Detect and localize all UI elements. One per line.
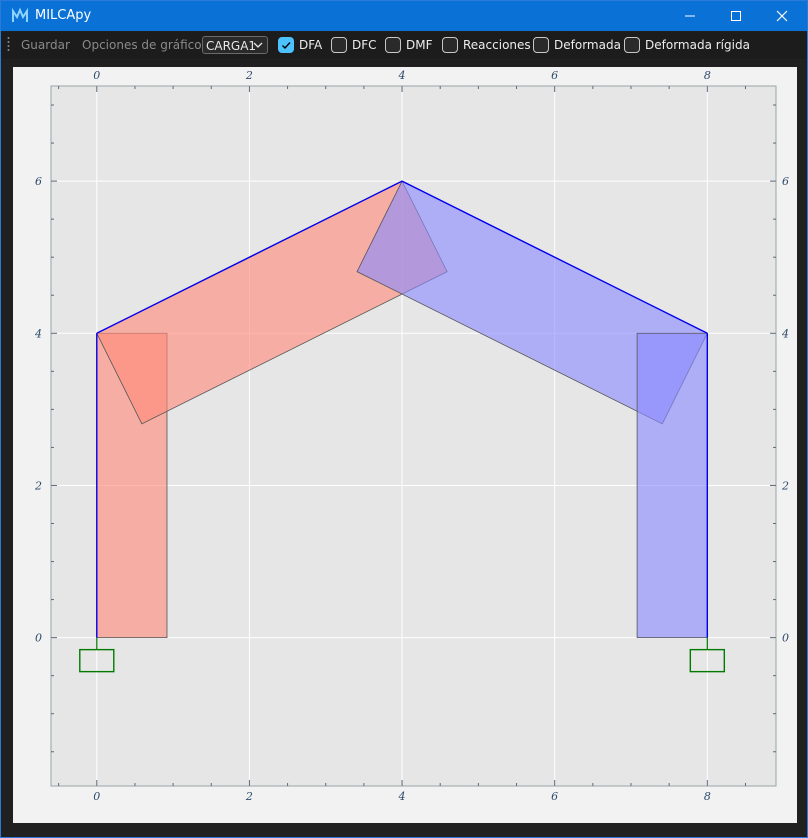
x-tick-label-top: 8 (704, 69, 711, 82)
support-2 (689, 648, 726, 673)
x-tick-label-top: 0 (93, 69, 100, 82)
dfa-label: DFA (299, 38, 323, 52)
reactions-label: Reacciones (463, 38, 531, 52)
x-tick-label-bottom: 4 (398, 790, 406, 803)
toolbar-grip-icon[interactable] (7, 36, 10, 54)
close-icon (776, 10, 788, 22)
y-tick-label-left: 2 (34, 479, 42, 492)
minimize-icon (685, 15, 695, 17)
y-tick-label-right: 0 (782, 632, 789, 645)
dfc-label: DFC (352, 38, 377, 52)
window-title: MILCApy (35, 8, 92, 23)
load-case-select[interactable]: CARGA1 (202, 36, 268, 54)
dfc-checkbox[interactable] (331, 37, 347, 53)
reactions-checkbox[interactable] (442, 37, 458, 53)
x-tick-label-top: 4 (398, 69, 406, 82)
x-tick-label-bottom: 6 (551, 790, 558, 803)
title-bar[interactable]: MILCApy (1, 1, 807, 31)
support-1 (79, 648, 115, 673)
plot-options-button[interactable]: Opciones de gráfico (82, 38, 202, 52)
y-tick-label-left: 0 (35, 632, 42, 645)
check-icon (282, 42, 291, 50)
y-tick-label-left: 4 (34, 327, 42, 340)
plot-panel: 0 0 2 2 4 4 6 6 8 8 0 0 2 2 4 4 6 6 (13, 67, 797, 823)
x-tick-label-bottom: 0 (93, 790, 100, 803)
axial-force-region-4 (636, 332, 708, 639)
structure-plot[interactable]: 0 0 2 2 4 4 6 6 8 8 0 0 2 2 4 4 6 6 (13, 67, 797, 823)
chevron-down-icon (253, 42, 263, 48)
y-tick-label-right: 4 (781, 327, 789, 340)
y-tick-label-right: 2 (781, 479, 789, 492)
x-tick-label-bottom: 2 (245, 790, 253, 803)
x-tick-label-bottom: 8 (704, 790, 711, 803)
toolbar: Guardar Opciones de gráfico CARGA1 DFA D… (1, 32, 807, 59)
x-tick-label-top: 6 (551, 69, 558, 82)
dfa-checkbox[interactable] (278, 37, 294, 53)
load-case-value: CARGA1 (206, 39, 257, 53)
y-tick-label-left: 6 (35, 175, 42, 188)
deformed-checkbox[interactable] (533, 37, 549, 53)
deformed-label: Deformada (554, 38, 621, 52)
rigid-deformed-label: Deformada rígida (645, 38, 750, 52)
save-button[interactable]: Guardar (21, 38, 70, 52)
dmf-checkbox[interactable] (385, 37, 401, 53)
frame-member-3 (401, 180, 708, 334)
milcapy-logo-icon (11, 7, 29, 25)
x-tick-label-top: 2 (245, 69, 253, 82)
close-button[interactable] (759, 1, 805, 31)
y-tick-label-right: 6 (782, 175, 789, 188)
frame-member-2 (96, 180, 403, 334)
dmf-label: DMF (406, 38, 433, 52)
maximize-button[interactable] (713, 1, 759, 31)
minimize-button[interactable] (667, 1, 713, 31)
maximize-icon (731, 11, 741, 21)
rigid-deformed-checkbox[interactable] (624, 37, 640, 53)
